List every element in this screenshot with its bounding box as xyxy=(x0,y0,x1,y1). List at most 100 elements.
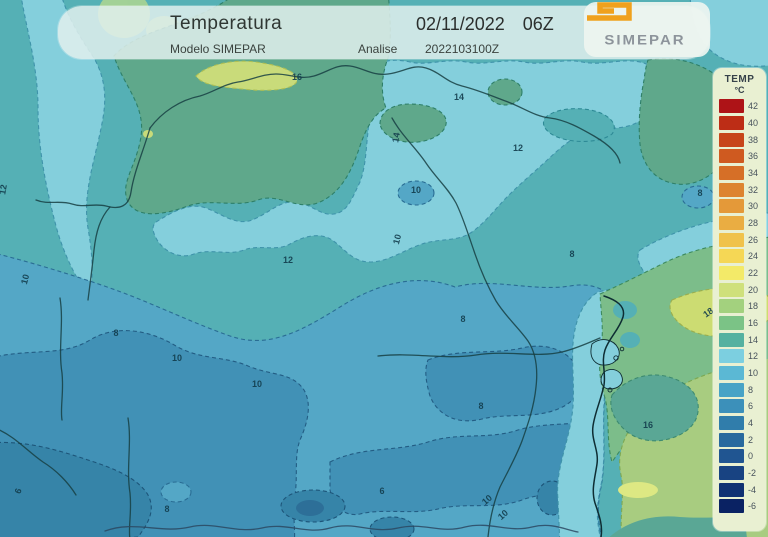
legend-swatch xyxy=(719,182,744,197)
region-20c-pale-patch xyxy=(618,482,658,498)
legend-entry: -4 xyxy=(719,481,766,498)
legend-entry: 16 xyxy=(719,315,766,332)
river-southwest-b xyxy=(127,417,132,537)
legend-value: 12 xyxy=(748,351,759,362)
legend-value: 32 xyxy=(748,184,759,195)
contour-label: 12 xyxy=(513,143,523,153)
legend-swatch xyxy=(719,399,744,414)
contour-label: 6 xyxy=(13,487,24,495)
simepar-wordmark: SIMEPAR xyxy=(604,32,686,49)
region-6c-blob-b xyxy=(369,516,415,537)
legend-entry: -6 xyxy=(719,498,766,515)
legend-swatch xyxy=(719,432,744,447)
legend-title: TEMP xyxy=(724,74,755,85)
contour-label: 8 xyxy=(113,328,118,338)
contour-label: 10 xyxy=(391,233,403,245)
legend-value: 6 xyxy=(748,401,754,412)
legend-entry: -2 xyxy=(719,465,766,482)
river-north-border xyxy=(149,65,621,164)
legend-entry: 18 xyxy=(719,298,766,315)
legend-value: 26 xyxy=(748,234,759,245)
river-southwest-a xyxy=(0,429,77,496)
legend-value: 2 xyxy=(748,434,754,445)
legend-value: -4 xyxy=(748,484,757,495)
legend-value: 8 xyxy=(748,384,754,395)
legend-entry: 10 xyxy=(719,365,766,382)
river-west-border-upper xyxy=(35,127,151,209)
legend-entry: 26 xyxy=(719,231,766,248)
valid-datetime: 02/11/2022 06Z xyxy=(416,14,554,35)
legend-value: 36 xyxy=(748,151,759,162)
legend-value: 22 xyxy=(748,268,759,279)
legend-swatch xyxy=(719,282,744,297)
region-18c-streak xyxy=(195,60,298,91)
contour-label: 12 xyxy=(0,184,9,196)
river-left-wiggle xyxy=(59,297,64,421)
region-16c-littoral-pocket xyxy=(610,374,699,442)
contour-label: 16 xyxy=(292,72,302,82)
temperature-legend: TEMP °C 42 40 38 36 34 32 30 28 26 24 22 20 18 16 14 12… xyxy=(713,68,766,531)
legend-swatch xyxy=(719,332,744,347)
contour-label: 8 xyxy=(460,314,465,324)
region-8c-central-blob xyxy=(425,345,582,422)
pocket-10c-light xyxy=(160,481,192,503)
legend-value: 18 xyxy=(748,301,759,312)
legend-entry: 14 xyxy=(719,331,766,348)
legend-entry: 34 xyxy=(719,165,766,182)
legend-entry: 8 xyxy=(719,381,766,398)
legend-scale: 42 40 38 36 34 32 30 28 26 24 22 20 18 16 14 12 10 8 6 4 2 0-… xyxy=(713,98,766,515)
logo-panel: SIMEPAR xyxy=(584,2,710,57)
model-label: Modelo SIMEPAR xyxy=(170,42,266,56)
river-east-tributary xyxy=(377,337,601,358)
contour-label: 10 xyxy=(496,508,510,522)
coastal-14c-patch-a xyxy=(613,301,637,319)
legend-entry: 20 xyxy=(719,281,766,298)
legend-swatch xyxy=(719,382,744,397)
contour-label: 18 xyxy=(701,306,715,320)
contour-label: 8 xyxy=(569,249,574,259)
legend-entry: 36 xyxy=(719,148,766,165)
region-8c-central-band xyxy=(329,419,603,516)
region-16c-littoral-bottom xyxy=(609,516,747,537)
legend-value: 40 xyxy=(748,118,759,128)
legend-value: 42 xyxy=(748,101,759,112)
legend-value: -6 xyxy=(748,501,757,512)
legend-swatch xyxy=(719,232,744,247)
legend-entry: 40 xyxy=(719,115,766,132)
contour-label: 14 xyxy=(454,92,464,102)
legend-swatch xyxy=(719,466,744,481)
region-6c-southwest xyxy=(0,441,152,537)
legend-swatch xyxy=(719,149,744,164)
legend-entry: 32 xyxy=(719,181,766,198)
legend-swatch xyxy=(719,199,744,214)
contour-label: 16 xyxy=(643,420,653,430)
coastline xyxy=(591,295,625,537)
contour-label: 10 xyxy=(480,493,494,507)
legend-swatch xyxy=(719,266,744,281)
legend-swatch xyxy=(719,132,744,147)
rivers-and-borders xyxy=(0,65,625,537)
map-title: Temperatura xyxy=(170,13,283,34)
legend-value: 20 xyxy=(748,284,759,295)
river-central xyxy=(391,117,538,537)
coastal-14c-patch-b xyxy=(620,332,640,348)
legend-swatch xyxy=(719,499,744,514)
legend-entry: 12 xyxy=(719,348,766,365)
contour-label: 8 xyxy=(697,188,702,198)
legend-swatch xyxy=(719,116,744,130)
analysis-label: Analise xyxy=(358,42,398,56)
legend-swatch xyxy=(719,299,744,314)
region-16c-small-pocket xyxy=(487,78,523,106)
legend-swatch xyxy=(719,216,744,231)
pocket-10c-a xyxy=(397,180,435,206)
legend-swatch xyxy=(719,366,744,381)
legend-value: 0 xyxy=(748,451,754,462)
legend-entry: 28 xyxy=(719,215,766,232)
legend-swatch xyxy=(719,99,744,114)
contour-label: 8 xyxy=(478,401,483,411)
contour-label: 10 xyxy=(252,379,262,389)
legend-entry: 0 xyxy=(719,448,766,465)
